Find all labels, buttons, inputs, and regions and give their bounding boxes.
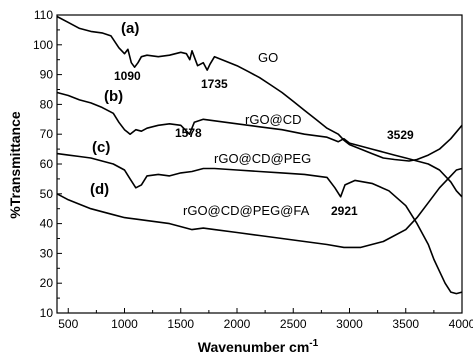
y-axis-title: %Transmittance xyxy=(7,111,23,219)
peak-label-2921: 2921 xyxy=(331,204,358,218)
y-tick-label: 50 xyxy=(40,187,54,201)
x-tick-label: 2000 xyxy=(224,317,251,331)
label-d: (d) xyxy=(90,181,109,198)
series-line-4 xyxy=(56,167,463,249)
y-tick-label: 30 xyxy=(40,246,54,260)
y-tick-label: 40 xyxy=(40,217,54,231)
series-name-rgo-cd-peg: rGO@CD@PEG xyxy=(214,151,311,166)
x-tick-label: 2500 xyxy=(280,317,307,331)
series-line-1 xyxy=(56,15,463,162)
label-a: (a) xyxy=(121,20,139,37)
series-group xyxy=(56,15,463,295)
series-name-rgo-cd-peg-fa: rGO@CD@PEG@FA xyxy=(183,203,310,218)
y-tick-label: 100 xyxy=(33,38,53,52)
y-tick-label: 60 xyxy=(40,157,54,171)
label-b: (b) xyxy=(104,88,123,105)
peak-label-1090: 1090 xyxy=(114,69,141,83)
axis-ticks: 500 1000 1500 2000 2500 3000 3500 4000 10 20 30 40 5… xyxy=(33,8,473,331)
y-tick-label: 20 xyxy=(40,276,54,290)
series-line-3 xyxy=(56,152,463,295)
y-tick-label: 80 xyxy=(40,97,54,111)
x-axis-title-text: Wavenumber cm xyxy=(198,339,310,355)
peak-label-1735: 1735 xyxy=(201,77,228,91)
x-tick-label: 1000 xyxy=(111,317,138,331)
y-tick-label: 90 xyxy=(40,68,54,82)
label-c: (c) xyxy=(92,139,110,156)
series-name-rgo-cd: rGO@CD xyxy=(245,112,302,127)
y-tick-label: 70 xyxy=(40,127,54,141)
series-name-go: GO xyxy=(258,50,278,65)
x-tick-label: 3000 xyxy=(336,317,363,331)
x-tick-label: 500 xyxy=(58,317,78,331)
x-tick-label: 4000 xyxy=(449,317,473,331)
x-axis-title: Wavenumber cm-1 xyxy=(198,338,319,355)
series-line-2 xyxy=(56,91,463,198)
y-tick-label: 10 xyxy=(40,306,54,320)
x-tick-label: 1500 xyxy=(167,317,194,331)
x-tick-label: 3500 xyxy=(392,317,419,331)
peak-label-3529: 3529 xyxy=(387,128,414,142)
x-axis-title-superscript: -1 xyxy=(309,338,318,349)
peak-label-1578: 1578 xyxy=(175,126,202,140)
y-tick-label: 110 xyxy=(34,8,53,22)
